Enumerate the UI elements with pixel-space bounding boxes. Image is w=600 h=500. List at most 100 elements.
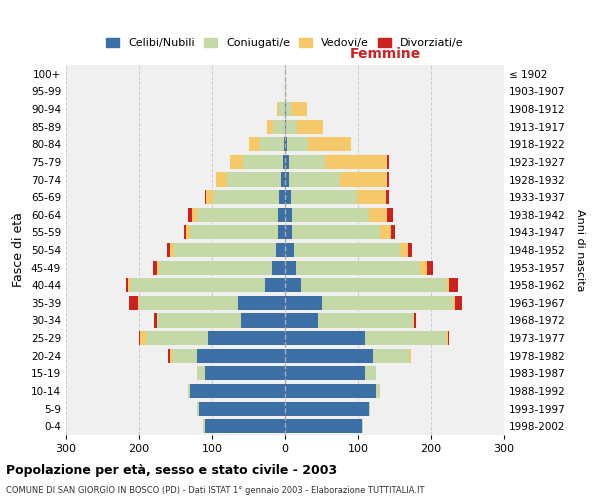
Text: Femmine: Femmine [350, 48, 421, 62]
Bar [340, 172, 387, 186]
Bar [190, 384, 285, 398]
Bar [206, 190, 214, 204]
Legend: Celibi/Nubili, Coniugati/e, Vedovi/e, Divorziati/e: Celibi/Nubili, Coniugati/e, Vedovi/e, Di… [102, 34, 468, 53]
Bar [203, 419, 205, 433]
Bar [187, 226, 190, 239]
Bar [387, 155, 389, 169]
Bar [285, 366, 365, 380]
Bar [278, 208, 285, 222]
Bar [292, 226, 380, 239]
Text: Popolazione per età, sesso e stato civile - 2003: Popolazione per età, sesso e stato civil… [6, 464, 337, 477]
Bar [400, 243, 409, 257]
Bar [318, 314, 413, 328]
Bar [174, 243, 276, 257]
Bar [285, 296, 322, 310]
Bar [322, 296, 453, 310]
Bar [208, 331, 285, 345]
Bar [197, 208, 278, 222]
Bar [325, 155, 387, 169]
Bar [242, 155, 283, 169]
Bar [153, 260, 157, 274]
Bar [289, 172, 340, 186]
Bar [391, 226, 395, 239]
Bar [296, 260, 420, 274]
Bar [205, 366, 285, 380]
Bar [455, 296, 463, 310]
Bar [413, 314, 414, 328]
Bar [294, 243, 400, 257]
Bar [249, 137, 260, 152]
Bar [279, 190, 285, 204]
Bar [154, 314, 157, 328]
Bar [298, 120, 323, 134]
Bar [387, 172, 389, 186]
Bar [278, 226, 285, 239]
Bar [285, 102, 286, 116]
Bar [286, 102, 292, 116]
Bar [287, 137, 308, 152]
Bar [448, 331, 449, 345]
Bar [199, 402, 285, 415]
Bar [128, 278, 130, 292]
Bar [409, 348, 410, 363]
Bar [285, 137, 287, 152]
Bar [285, 260, 296, 274]
Bar [260, 137, 284, 152]
Bar [268, 120, 274, 134]
Bar [446, 331, 448, 345]
Bar [197, 366, 205, 380]
Bar [285, 226, 292, 239]
Bar [285, 348, 373, 363]
Bar [369, 208, 387, 222]
Bar [272, 260, 285, 274]
Bar [241, 314, 285, 328]
Bar [276, 243, 285, 257]
Bar [292, 102, 307, 116]
Bar [157, 314, 241, 328]
Bar [369, 402, 370, 415]
Bar [453, 296, 455, 310]
Bar [447, 278, 449, 292]
Y-axis label: Fasce di età: Fasce di età [13, 212, 25, 288]
Bar [427, 260, 433, 274]
Bar [285, 331, 365, 345]
Bar [205, 190, 206, 204]
Bar [285, 384, 376, 398]
Bar [414, 314, 416, 328]
Bar [420, 260, 427, 274]
Bar [291, 190, 356, 204]
Bar [238, 296, 285, 310]
Bar [126, 278, 128, 292]
Bar [205, 419, 285, 433]
Bar [285, 243, 294, 257]
Bar [285, 278, 301, 292]
Y-axis label: Anni di nascita: Anni di nascita [575, 209, 585, 291]
Bar [167, 243, 170, 257]
Bar [386, 190, 389, 204]
Bar [140, 331, 146, 345]
Bar [139, 331, 140, 345]
Bar [265, 278, 285, 292]
Bar [197, 402, 199, 415]
Bar [365, 366, 376, 380]
Bar [285, 120, 286, 134]
Bar [277, 102, 279, 116]
Bar [190, 226, 278, 239]
Bar [184, 226, 187, 239]
Bar [365, 331, 446, 345]
Bar [285, 402, 369, 415]
Bar [230, 155, 242, 169]
Bar [279, 102, 285, 116]
Bar [129, 296, 137, 310]
Bar [301, 278, 447, 292]
Bar [146, 331, 208, 345]
Bar [197, 348, 285, 363]
Bar [284, 137, 285, 152]
Bar [449, 278, 458, 292]
Bar [274, 120, 285, 134]
Bar [409, 243, 412, 257]
Bar [380, 226, 391, 239]
Bar [130, 278, 265, 292]
Bar [285, 155, 289, 169]
Bar [373, 348, 409, 363]
